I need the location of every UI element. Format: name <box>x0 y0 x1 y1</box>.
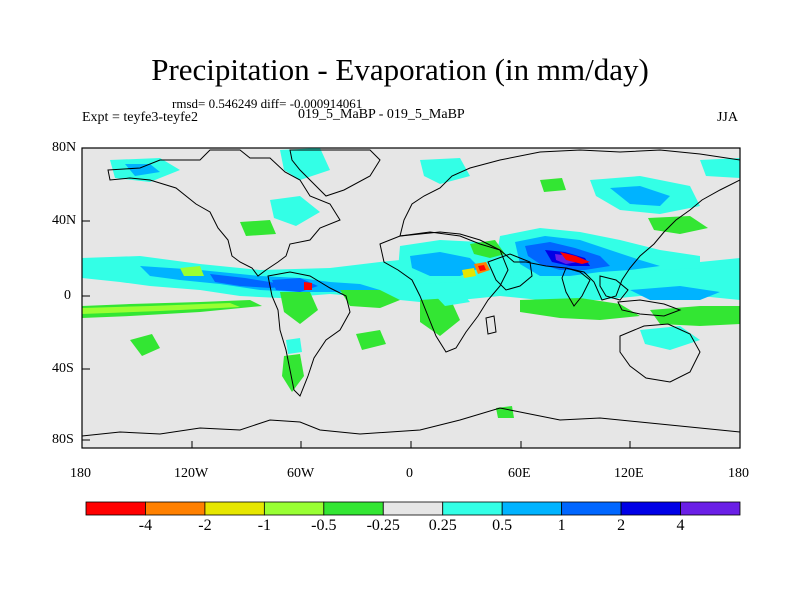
colorbar-swatch-8 <box>561 501 622 516</box>
colorbar-label: -0.5 <box>311 517 337 534</box>
pacific-west-green <box>650 306 740 326</box>
lat-label-0: 0 <box>64 288 71 303</box>
australia-outline <box>619 323 701 383</box>
lat-label-80s: 80S <box>52 432 74 447</box>
africa-yellow-spot <box>462 268 476 278</box>
colorbar-label: -2 <box>198 517 212 534</box>
colorbar-label: 2 <box>617 517 626 534</box>
north-america-outline <box>107 149 341 277</box>
africa-outline <box>379 231 509 353</box>
amazon-red-spot <box>304 282 312 290</box>
colorbar-swatch-0 <box>85 501 146 516</box>
lon-label-60e: 60E <box>508 466 531 481</box>
safrica-green-patch <box>420 298 460 336</box>
colorbar-swatch-6 <box>442 501 503 516</box>
colorbar-label: 1 <box>557 517 566 534</box>
colorbar-label: 0.5 <box>492 517 513 534</box>
periods-label: 019_5_MaBP - 019_5_MaBP <box>298 107 465 122</box>
season-label: JJA <box>716 110 738 125</box>
indian-ocean-green <box>520 298 640 320</box>
lat-label-40s: 40S <box>52 361 74 376</box>
colorbar-swatch-10 <box>680 501 741 516</box>
lat-label-80n: 80N <box>52 140 77 155</box>
arabia-outline <box>487 253 533 291</box>
eurasia-outline <box>399 149 740 301</box>
colorbar-swatch-4 <box>323 501 384 516</box>
lon-label-180e: 180 <box>728 466 749 481</box>
colorbar-swatch-3 <box>263 501 325 516</box>
lat-label-40n: 40N <box>52 213 77 228</box>
colorbar-swatch-1 <box>145 501 206 516</box>
greenland-outline <box>289 149 381 197</box>
samerica-south-green <box>282 354 304 392</box>
south-america-outline <box>267 271 351 397</box>
axis-ticks <box>81 147 741 448</box>
colorbar-label: -1 <box>257 517 272 534</box>
europe-cyan <box>420 158 470 184</box>
lon-label-60w: 60W <box>287 466 315 481</box>
asia-red-spot <box>560 252 590 264</box>
madagascar-outline <box>485 315 497 335</box>
map-title: Precipitation - Evaporation (in mm/day) <box>151 52 649 87</box>
safrica-cyan-patch <box>430 290 470 306</box>
south-pacific-green-blob-2 <box>356 330 386 350</box>
india-outline <box>561 267 591 307</box>
experiment-label: Expt = teyfe3-teyfe2 <box>82 110 198 125</box>
arctic-east-cyan <box>700 158 740 178</box>
east-asia-green <box>648 216 708 234</box>
colorbar-label: -0.25 <box>366 517 400 534</box>
precipitation-field <box>82 148 740 418</box>
colorbar-swatch-2 <box>204 501 265 516</box>
colorbar-swatch-9 <box>620 501 681 516</box>
namerica-green-2 <box>180 266 204 276</box>
rmsd-diff-stats: rmsd= 0.546249 diff= -0.000914061 <box>172 96 363 111</box>
colorbar-label: 4 <box>676 517 685 534</box>
europe-green <box>540 178 566 192</box>
namerica-green <box>240 220 276 236</box>
africa-red-spot <box>478 265 486 271</box>
colorbar <box>85 501 741 516</box>
southeast-asia-outline <box>599 275 629 301</box>
atlantic-green-patch <box>340 290 400 308</box>
south-tropical-lightgreen-band <box>82 303 240 314</box>
colorbar-label: -4 <box>138 517 153 534</box>
coastlines <box>82 149 740 437</box>
lon-label-120e: 120E <box>614 466 644 481</box>
west-pacific-blue <box>630 286 720 300</box>
greenland-cyan <box>280 148 330 180</box>
colorbar-swatch-5 <box>382 501 444 516</box>
africa-green-patch <box>470 240 505 258</box>
arctic-blue-west <box>125 164 160 176</box>
colorbar-swatch-7 <box>501 501 563 516</box>
samerica-cyan-patch <box>286 338 302 354</box>
antarctica-outline <box>82 407 740 437</box>
colorbar-label: 0.25 <box>428 517 457 534</box>
lon-label-120w: 120W <box>174 466 209 481</box>
arctic-south-green <box>496 406 514 418</box>
indonesia-outline <box>617 299 682 317</box>
namerica-cyan <box>270 196 320 226</box>
lon-label-0: 0 <box>406 466 413 481</box>
amazon-green-patch <box>280 292 318 324</box>
south-pacific-green-blob <box>130 334 160 356</box>
lon-label-180w: 180 <box>70 466 91 481</box>
siberia-blue <box>610 186 670 206</box>
